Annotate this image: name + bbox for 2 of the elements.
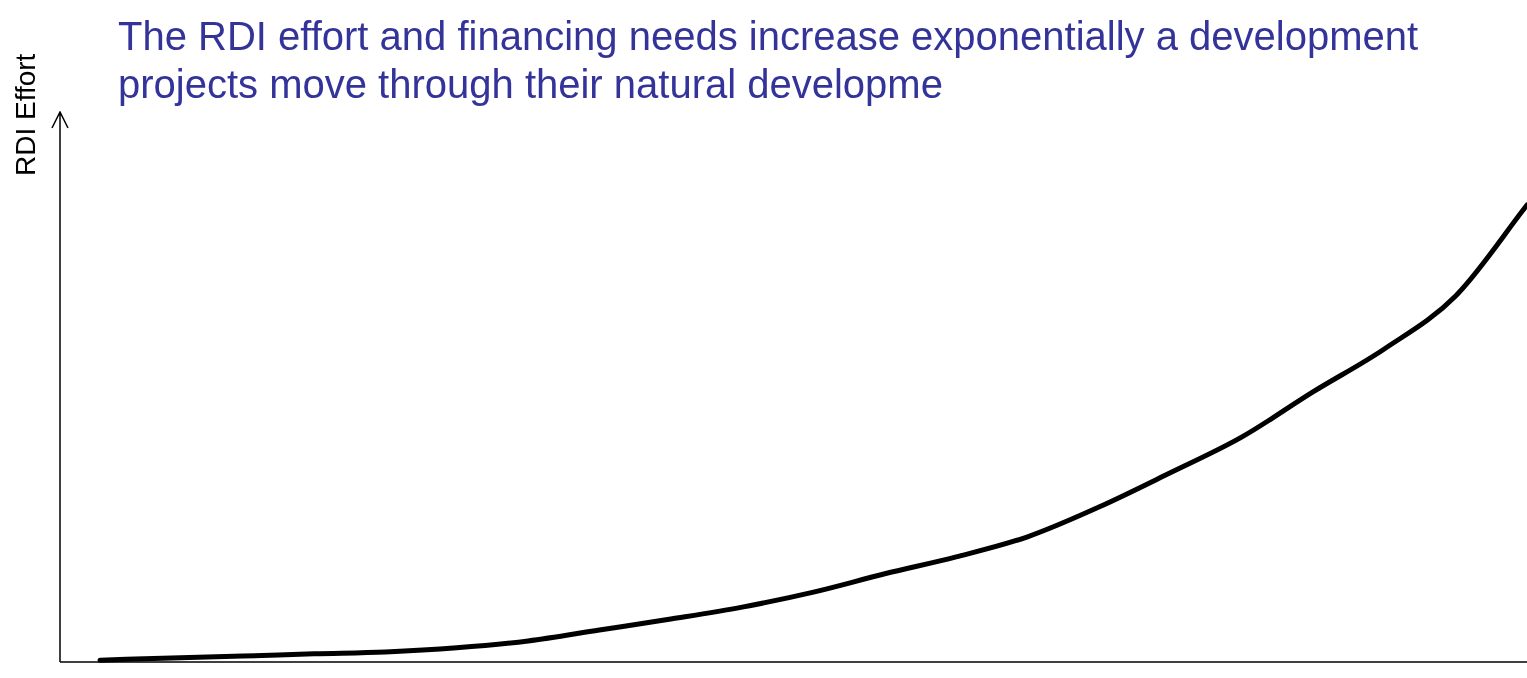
y-axis-title: RDI Effort (10, 53, 42, 176)
chart-title: The RDI effort and financing needs increase exponentially a development projects move through their natural developme (118, 13, 1420, 108)
